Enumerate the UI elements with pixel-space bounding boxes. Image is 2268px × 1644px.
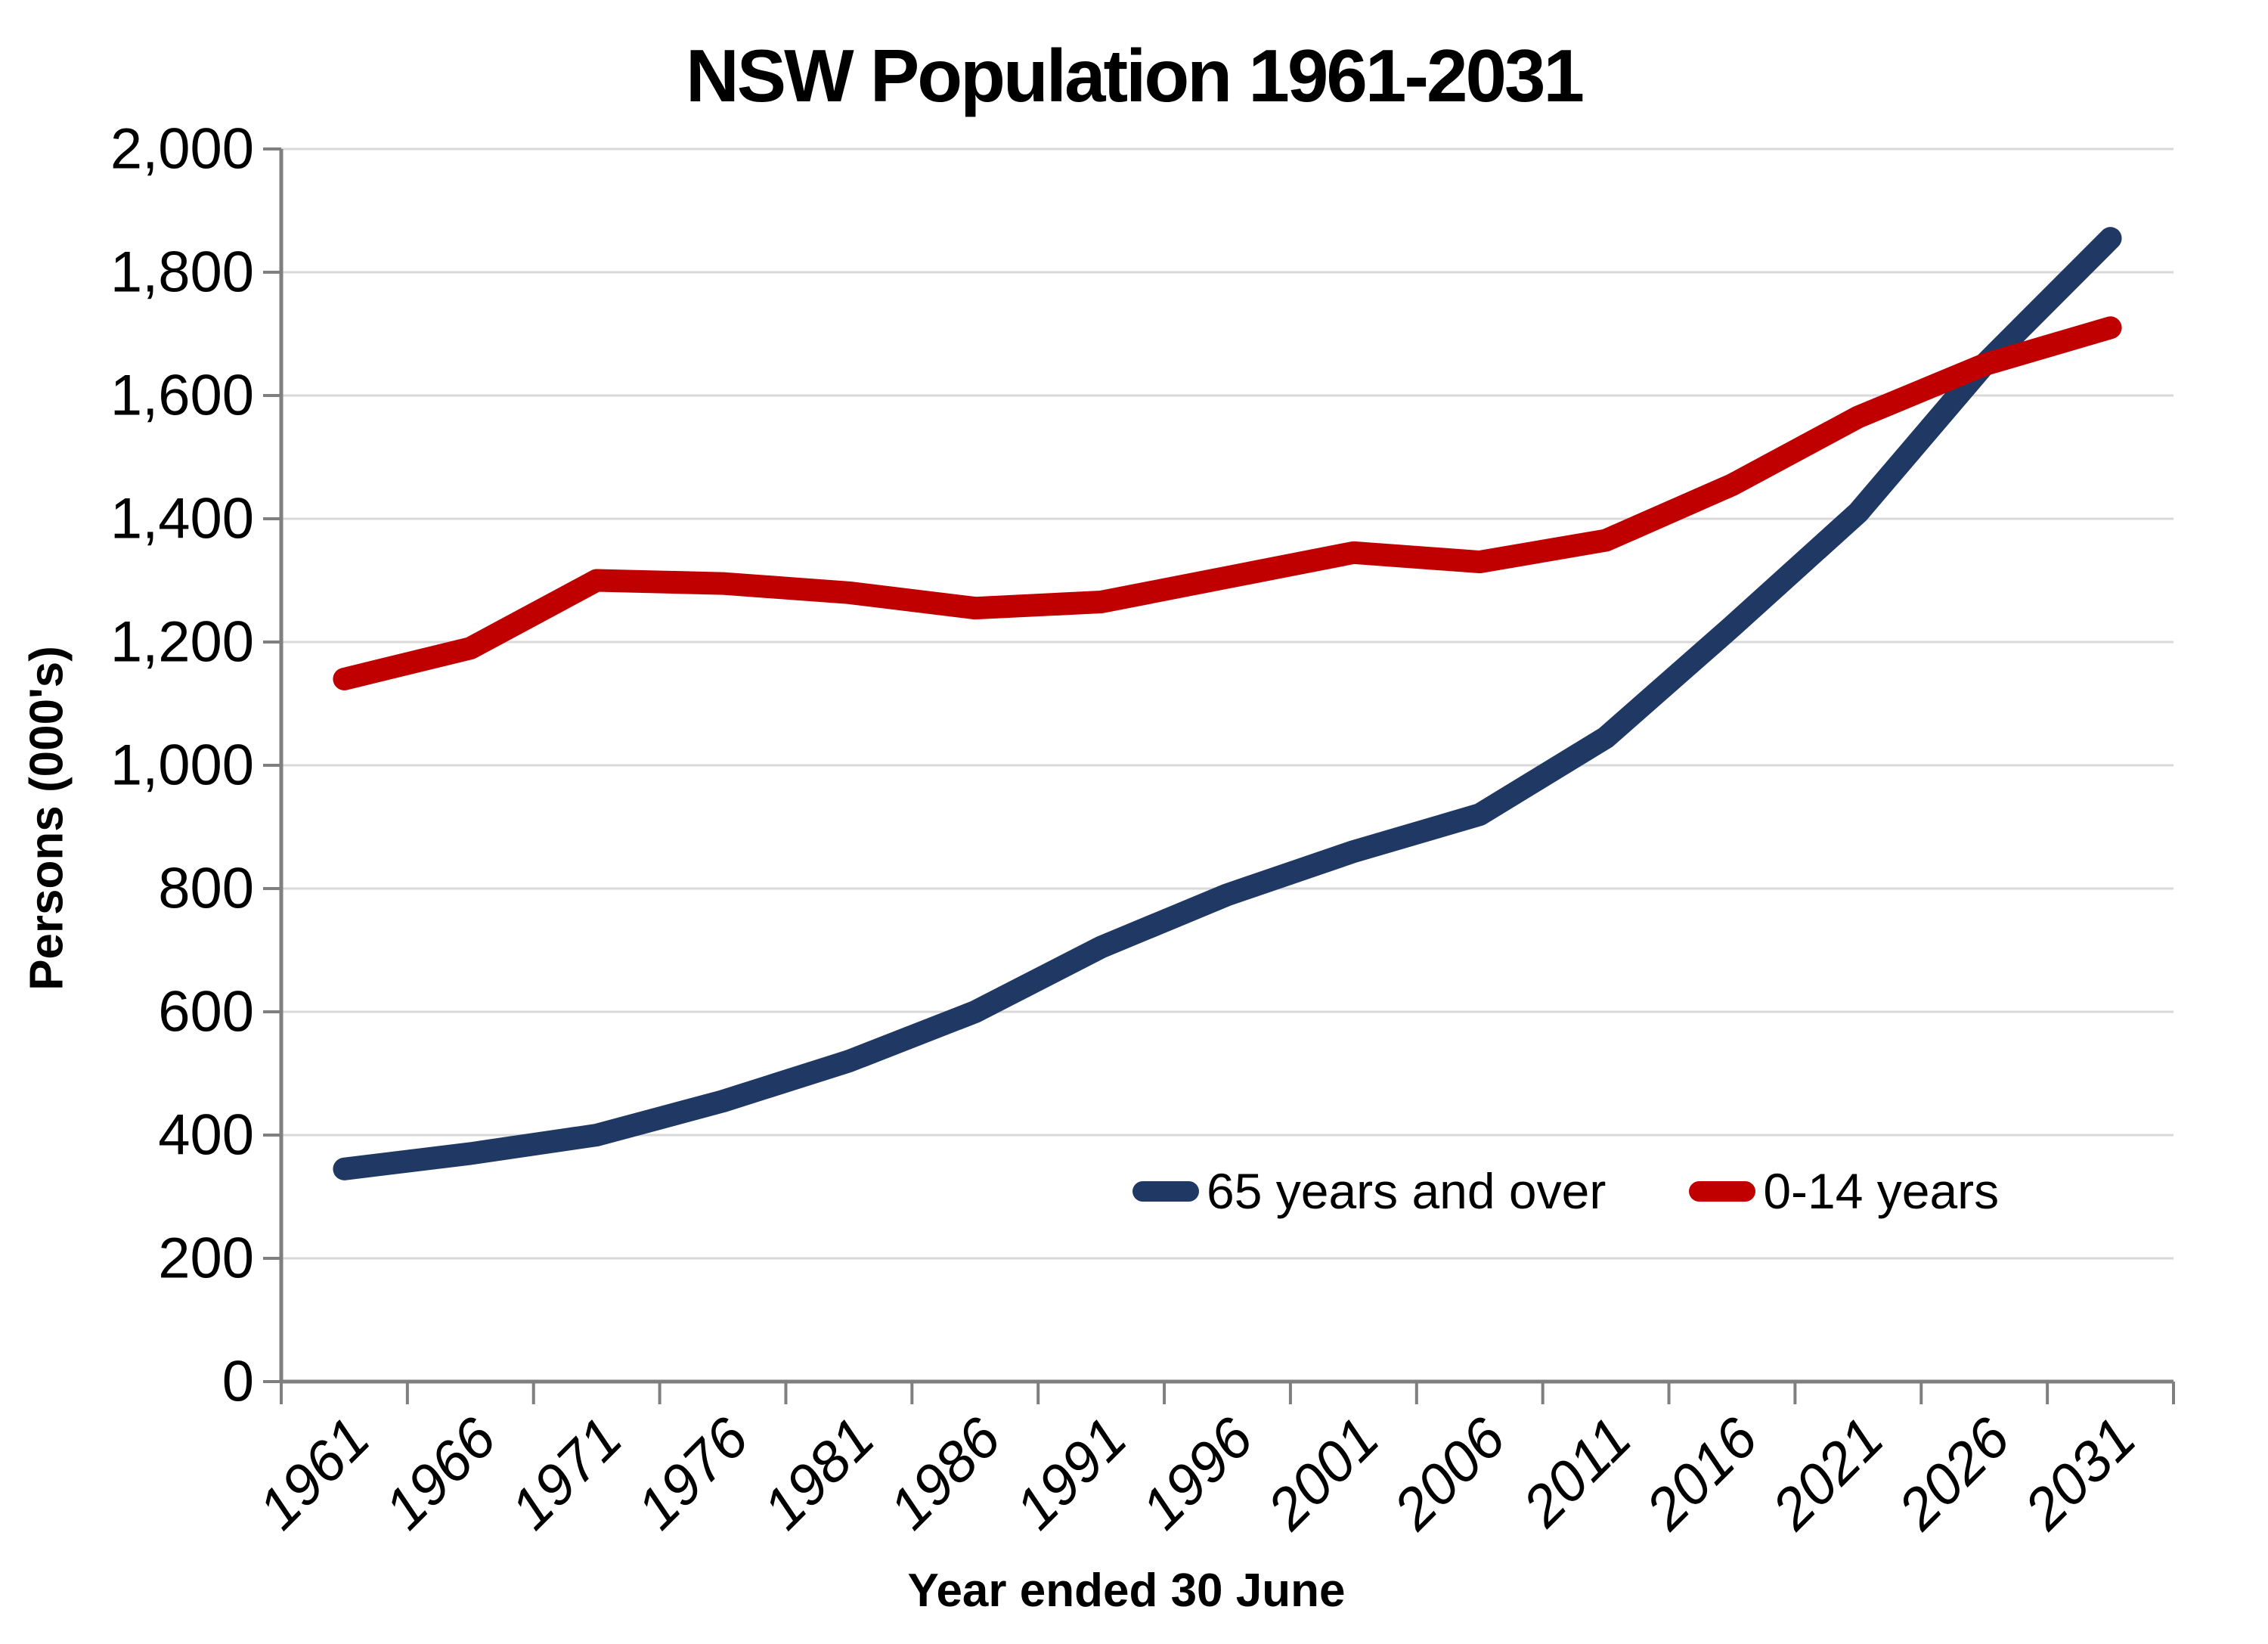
x-tick-label: 2011 bbox=[1510, 1406, 1644, 1539]
x-tick-label: 1961 bbox=[246, 1406, 383, 1542]
y-tick-label: 1,800 bbox=[110, 240, 254, 305]
y-tick-label: 1,200 bbox=[110, 610, 254, 675]
legend-label-0-14-years: 0-14 years bbox=[1763, 1163, 2000, 1219]
y-tick-label: 0 bbox=[222, 1350, 254, 1414]
y-tick-label: 600 bbox=[158, 980, 254, 1044]
x-tick-label: 2006 bbox=[1381, 1405, 1518, 1542]
y-tick-label: 1,000 bbox=[110, 734, 254, 798]
x-tick-label: 1966 bbox=[373, 1405, 509, 1541]
y-tick-label: 800 bbox=[158, 857, 254, 921]
x-tick-label: 2021 bbox=[1759, 1406, 1895, 1542]
legend-item-65-years-and-over: 65 years and over bbox=[1132, 1162, 1606, 1220]
x-tick-label: 1971 bbox=[499, 1406, 635, 1542]
chart-title: NSW Population 1961-2031 bbox=[685, 34, 1585, 117]
y-axis-title: Persons (000's) bbox=[20, 646, 73, 991]
x-tick-label: 1991 bbox=[1003, 1406, 1139, 1542]
y-tick-label: 2,000 bbox=[110, 117, 254, 181]
legend: 65 years and over 0-14 years bbox=[1132, 1162, 1999, 1220]
y-tick-label: 1,600 bbox=[110, 364, 254, 428]
y-tick-label: 400 bbox=[158, 1103, 254, 1168]
legend-label-65-years-and-over: 65 years and over bbox=[1207, 1163, 1606, 1219]
x-tick-label: 2031 bbox=[2012, 1406, 2148, 1542]
legend-swatch-65-years-and-over bbox=[1132, 1180, 1199, 1202]
legend-swatch-0-14-years bbox=[1689, 1180, 1756, 1202]
x-tick-label: 1996 bbox=[1129, 1405, 1266, 1541]
x-tick-label: 1981 bbox=[751, 1406, 887, 1542]
series-line-0-14-years bbox=[333, 316, 2122, 690]
series-line-65-years-and-over bbox=[333, 227, 2122, 1180]
x-tick-label: 2026 bbox=[1885, 1405, 2022, 1542]
x-axis-title: Year ended 30 June bbox=[907, 1565, 1346, 1617]
x-tick-label: 1976 bbox=[624, 1405, 761, 1541]
y-tick-label: 1,400 bbox=[110, 487, 254, 551]
x-tick-label: 2001 bbox=[1255, 1406, 1391, 1542]
legend-item-0-14-years: 0-14 years bbox=[1689, 1162, 1999, 1220]
y-tick-label: 200 bbox=[158, 1227, 254, 1291]
x-tick-label: 2016 bbox=[1634, 1405, 1771, 1542]
x-tick-label: 1986 bbox=[877, 1405, 1013, 1541]
